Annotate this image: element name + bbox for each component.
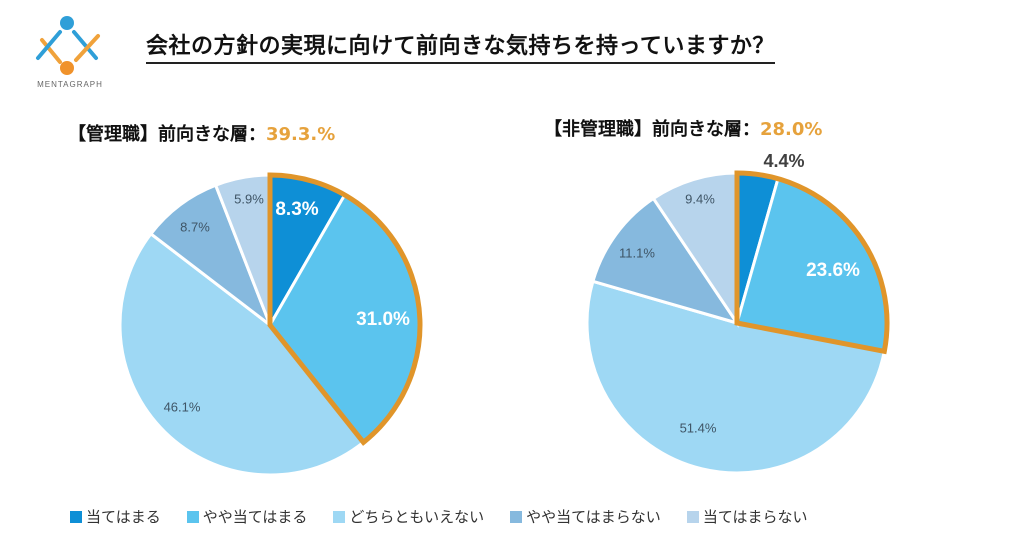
left-pie: 8.3% 31.0% 46.1% 8.7% 5.9% <box>118 172 423 477</box>
pie-slice <box>118 231 366 477</box>
right-chart-positive-value: 28.0% <box>760 119 823 140</box>
pie-data-label: 31.0% <box>356 309 410 330</box>
legend-label: やや当てはまる <box>202 508 308 526</box>
left-chart-positive-value: 39.3.% <box>266 124 336 145</box>
logo-text: MENTAGRAPH <box>37 80 103 89</box>
legend-swatch <box>686 510 699 523</box>
right-chart-title-text: 【非管理職】前向きな層： <box>544 119 760 140</box>
left-chart-title: 【管理職】前向きな層：39.3.% <box>68 120 335 146</box>
legend-label: やや当てはまらない <box>526 508 661 526</box>
legend-item: 当てはまる <box>70 506 161 527</box>
right-pie: 4.4% 23.6% 51.4% 11.1% 9.4% <box>585 151 890 475</box>
pie-data-label: 51.4% <box>680 420 717 435</box>
mentagraph-logo: MENTAGRAPH <box>30 10 110 95</box>
positive-highlight-outline <box>734 170 890 355</box>
legend-label: 当てはまる <box>86 508 161 526</box>
positive-highlight-outline <box>267 172 423 446</box>
page-title: 会社の方針の実現に向けて前向きな気持ちを持っていますか？ <box>146 28 775 64</box>
legend-item: どちらともいえない <box>333 506 484 527</box>
legend-swatch <box>186 510 199 523</box>
legend-swatch <box>333 510 346 523</box>
legend-label: どちらともいえない <box>349 508 485 526</box>
pie-slice <box>591 196 741 326</box>
pie-data-label: 9.4% <box>685 191 715 206</box>
pie-slice <box>148 183 274 330</box>
pie-data-label: 8.3% <box>275 199 318 220</box>
legend-item: やや当てはまる <box>186 506 308 527</box>
legend-item: 当てはまらない <box>686 506 808 527</box>
left-chart-title-text: 【管理職】前向きな層： <box>68 124 266 145</box>
pie-data-label: 11.1% <box>619 245 655 260</box>
legend-label: 当てはまらない <box>702 508 808 526</box>
logo-icon <box>36 16 100 75</box>
pie-data-label: 8.7% <box>180 219 210 234</box>
pie-data-label: 4.4% <box>763 151 804 171</box>
pie-data-label: 5.9% <box>234 191 264 206</box>
legend: 当てはまる やや当てはまる どちらともいえない やや当てはまらない 当てはまらない <box>70 506 808 527</box>
pie-data-label: 46.1% <box>164 399 201 414</box>
legend-item: やや当てはまらない <box>510 506 661 527</box>
right-chart-title: 【非管理職】前向きな層：28.0% <box>544 115 822 141</box>
pie-slice <box>585 279 887 475</box>
pie-data-label: 23.6% <box>806 260 860 281</box>
legend-swatch <box>70 510 82 523</box>
legend-swatch <box>510 510 523 523</box>
